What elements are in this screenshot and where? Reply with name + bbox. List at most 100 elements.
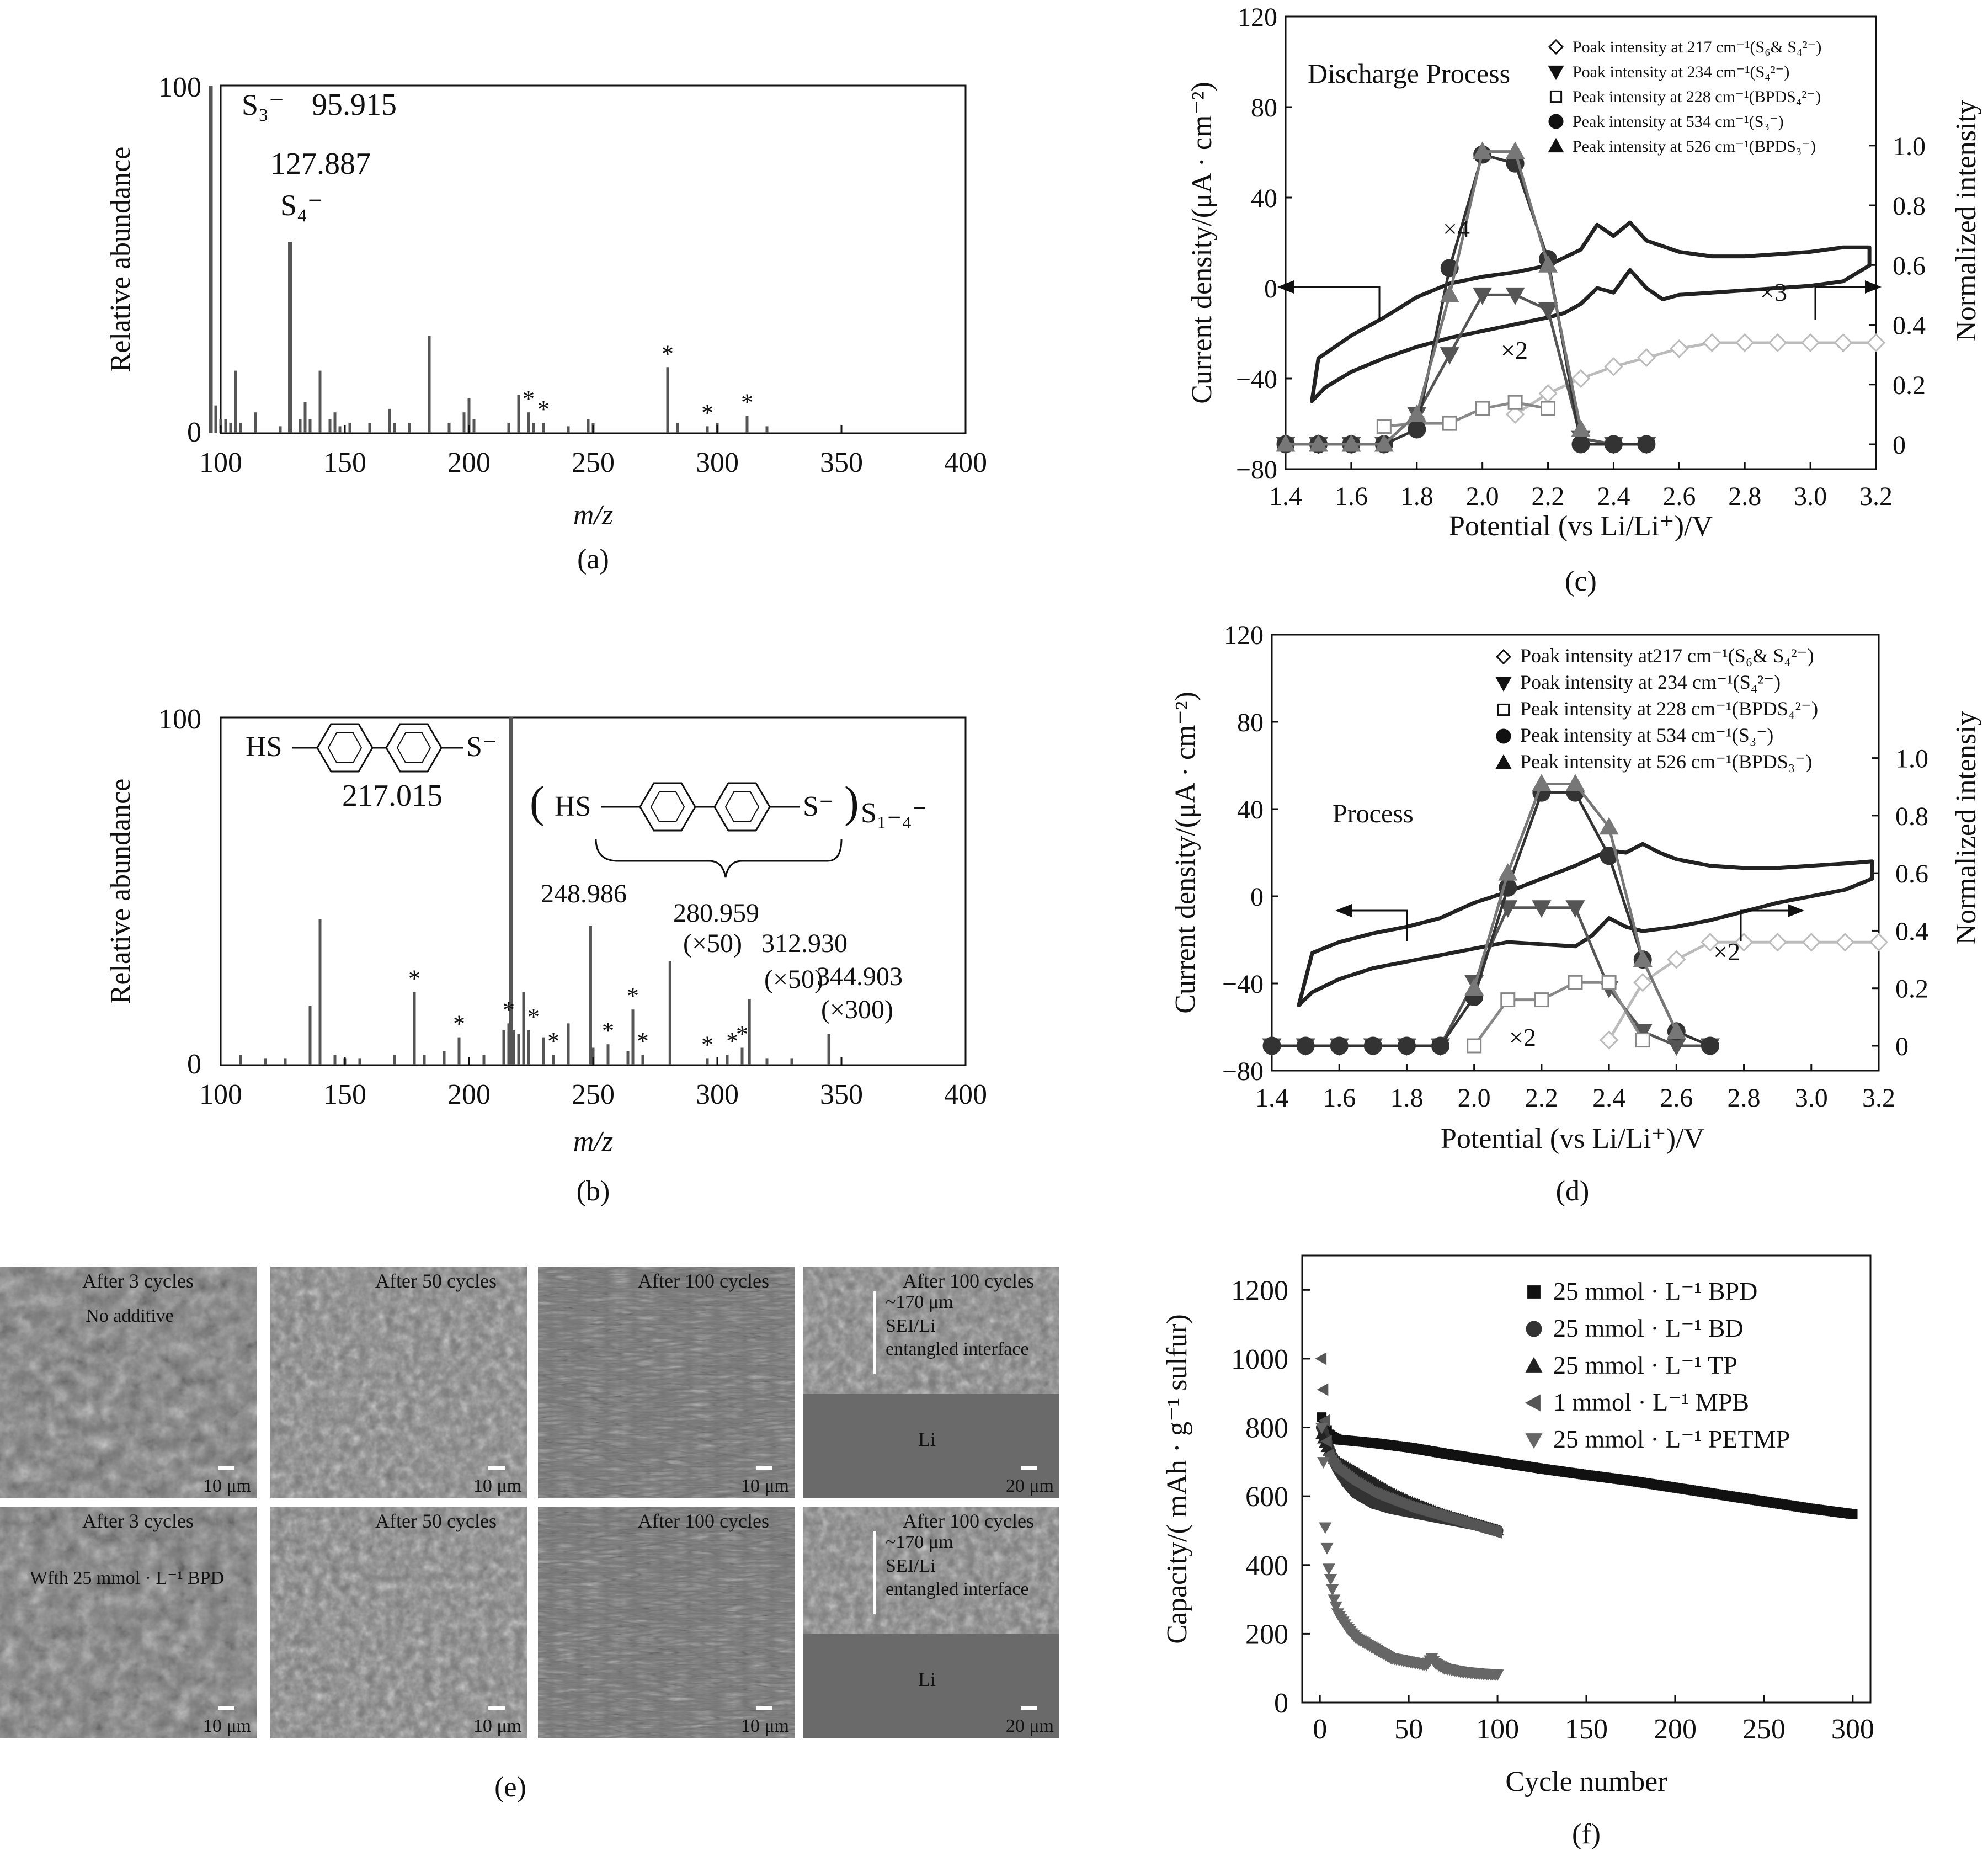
triangle-up-marker xyxy=(1440,285,1459,302)
sem-texture xyxy=(538,1267,795,1498)
diamond-open-marker xyxy=(1869,933,1889,952)
panel-b-mass-spectrum: *** ** *** * ** 100 150 200 250 300 350 400 0 100 … xyxy=(105,704,987,1207)
triangle-left-marker xyxy=(1317,1383,1329,1396)
hs-label: HS xyxy=(246,731,282,763)
y-tick-label: 0 xyxy=(1274,1688,1288,1719)
left-axis-arrow xyxy=(1288,286,1381,320)
axis-ticks: 0 50 100 150 200 250 300 0 200 400 600 800 1000 1200 xyxy=(1231,1275,1874,1745)
x-tick-label: 2.4 xyxy=(1597,482,1630,511)
diamond-open-marker xyxy=(1571,369,1591,389)
y-tick-100: 100 xyxy=(158,72,201,103)
y2-tick-label: 0.6 xyxy=(1893,251,1926,280)
series-line xyxy=(1286,150,1582,446)
plot-area xyxy=(1262,774,1889,1056)
diamond-open-marker xyxy=(1495,648,1512,665)
triangle-down-marker xyxy=(1317,1457,1330,1469)
square-open-marker xyxy=(1475,401,1490,416)
square-open-marker xyxy=(1601,975,1617,990)
x-tick-label: 100 xyxy=(199,447,242,478)
peak-star-marker: * xyxy=(523,385,535,412)
legend-entry: Peak intensity at 534 cm⁻¹(S₃⁻) xyxy=(1520,724,1773,746)
y2-tick-label: 1.0 xyxy=(1893,132,1926,161)
diamond-open-marker xyxy=(1633,973,1653,992)
diamond-open-marker xyxy=(1768,933,1787,952)
triangle-up-marker xyxy=(1495,754,1512,769)
diamond-open-marker xyxy=(1800,333,1820,353)
circle-marker xyxy=(1548,114,1564,129)
scale-bar-label: 10 μm xyxy=(741,1476,789,1496)
series-line xyxy=(1286,293,1646,446)
sem-caption: After 3 cycles xyxy=(82,1270,194,1292)
sem-caption: After 50 cycles xyxy=(375,1270,497,1292)
triangle-down-marker xyxy=(1326,1584,1339,1596)
y-tick-label: 120 xyxy=(1238,3,1277,32)
mult-50-label-2: (×50) xyxy=(764,965,823,994)
y-tick-label: −80 xyxy=(1236,455,1277,485)
square-open-marker xyxy=(1541,401,1556,416)
x-tick-label: 2.8 xyxy=(1728,482,1761,511)
sem-texture xyxy=(270,1267,527,1498)
sem-image: ~170 μm SEI/Li entangled interface Li After … xyxy=(803,1507,1059,1738)
y2-tick-label: 1.0 xyxy=(1895,744,1928,774)
legend-entry: Peak intensity at 228 cm⁻¹(BPDS₄²⁻) xyxy=(1573,88,1821,106)
cv-curve xyxy=(1297,842,1874,1007)
x-tick-label: 1.4 xyxy=(1269,482,1302,511)
mass-344-label: 344.903 xyxy=(817,962,903,991)
thickness-label: ~170 μm xyxy=(886,1532,953,1552)
diamond-open-marker xyxy=(1538,384,1558,403)
thickness-label: ~170 μm xyxy=(886,1292,953,1312)
x-axis-ticks: 100 150 200 250 300 350 400 xyxy=(199,1057,987,1110)
circle-marker xyxy=(1701,1036,1719,1055)
triangle-down-marker xyxy=(1473,287,1493,305)
right-axis-arrow xyxy=(1814,286,1870,320)
legend-entry: 25 mmol · L⁻¹ PETMP xyxy=(1553,1425,1790,1453)
oligomer-structure: ( HS S⁻ ) S₁₋₄⁻ xyxy=(530,778,927,878)
circle-marker xyxy=(1262,1036,1281,1055)
triangle-down-marker xyxy=(1532,900,1552,918)
circle-marker xyxy=(1637,435,1656,454)
scale-bar-label: 20 μm xyxy=(1006,1716,1054,1736)
peak-star-marker: * xyxy=(701,399,713,426)
diamond-open-marker xyxy=(1701,933,1720,952)
square-open-marker xyxy=(1497,703,1510,716)
y-tick-0: 0 xyxy=(187,1049,201,1080)
triangle-up-marker xyxy=(1525,1357,1543,1373)
hs-label-2: HS xyxy=(555,791,591,822)
circle-marker xyxy=(1296,1036,1315,1055)
x-tick-label: 1.4 xyxy=(1255,1083,1288,1113)
x-tick-label: 200 xyxy=(1654,1714,1697,1745)
square-open-marker xyxy=(1549,90,1563,103)
sem-image: After 50 cycles 10 μm xyxy=(270,1267,527,1498)
square-open-marker xyxy=(1534,992,1549,1008)
sem-note: No additive xyxy=(86,1306,174,1326)
peak-star-marker: * xyxy=(537,396,550,423)
x-tick-label: 2.2 xyxy=(1525,1083,1558,1113)
y-tick-label: 40 xyxy=(1237,795,1264,825)
y-axis-label: Capacity/( mAh · g⁻¹ sulfur) xyxy=(1161,1314,1193,1644)
x-tick-label: 3.2 xyxy=(1862,1083,1895,1113)
y-tick-label: 1000 xyxy=(1231,1344,1288,1375)
triangle-up-marker xyxy=(1633,949,1653,967)
triangle-left-marker xyxy=(1320,1434,1332,1448)
x-tick-label: 300 xyxy=(696,1079,739,1110)
x-tick-label: 350 xyxy=(820,1079,863,1110)
y2-tick-label: 0.6 xyxy=(1895,859,1928,889)
y2-tick-label: 0.2 xyxy=(1895,975,1928,1004)
mass-280-label: 280.959 xyxy=(673,898,759,928)
circle-marker xyxy=(1571,435,1590,454)
triangle-up-marker xyxy=(1565,774,1585,792)
triangle-up-marker xyxy=(1374,434,1394,452)
scale-bar-label: 10 μm xyxy=(203,1716,251,1736)
square-open-marker xyxy=(1442,416,1457,431)
legend: 25 mmol · L⁻¹ BPD 25 mmol · L⁻¹ BD 25 mmol… xyxy=(1525,1277,1790,1453)
x-tick-label: 1.6 xyxy=(1335,482,1368,511)
plot-frame xyxy=(220,84,967,434)
x-tick-label: 200 xyxy=(447,447,491,478)
x-tick-label: 2.4 xyxy=(1592,1083,1625,1113)
diamond-open-marker xyxy=(1548,39,1564,55)
y-axis-label: Relative abundance xyxy=(105,147,136,373)
x-axis-label: Potential (vs Li/Li⁺)/V xyxy=(1441,1123,1704,1155)
triangle-up-marker xyxy=(1666,1021,1686,1039)
x-tick-label: 50 xyxy=(1394,1714,1423,1745)
x-tick-label: 250 xyxy=(572,1079,615,1110)
